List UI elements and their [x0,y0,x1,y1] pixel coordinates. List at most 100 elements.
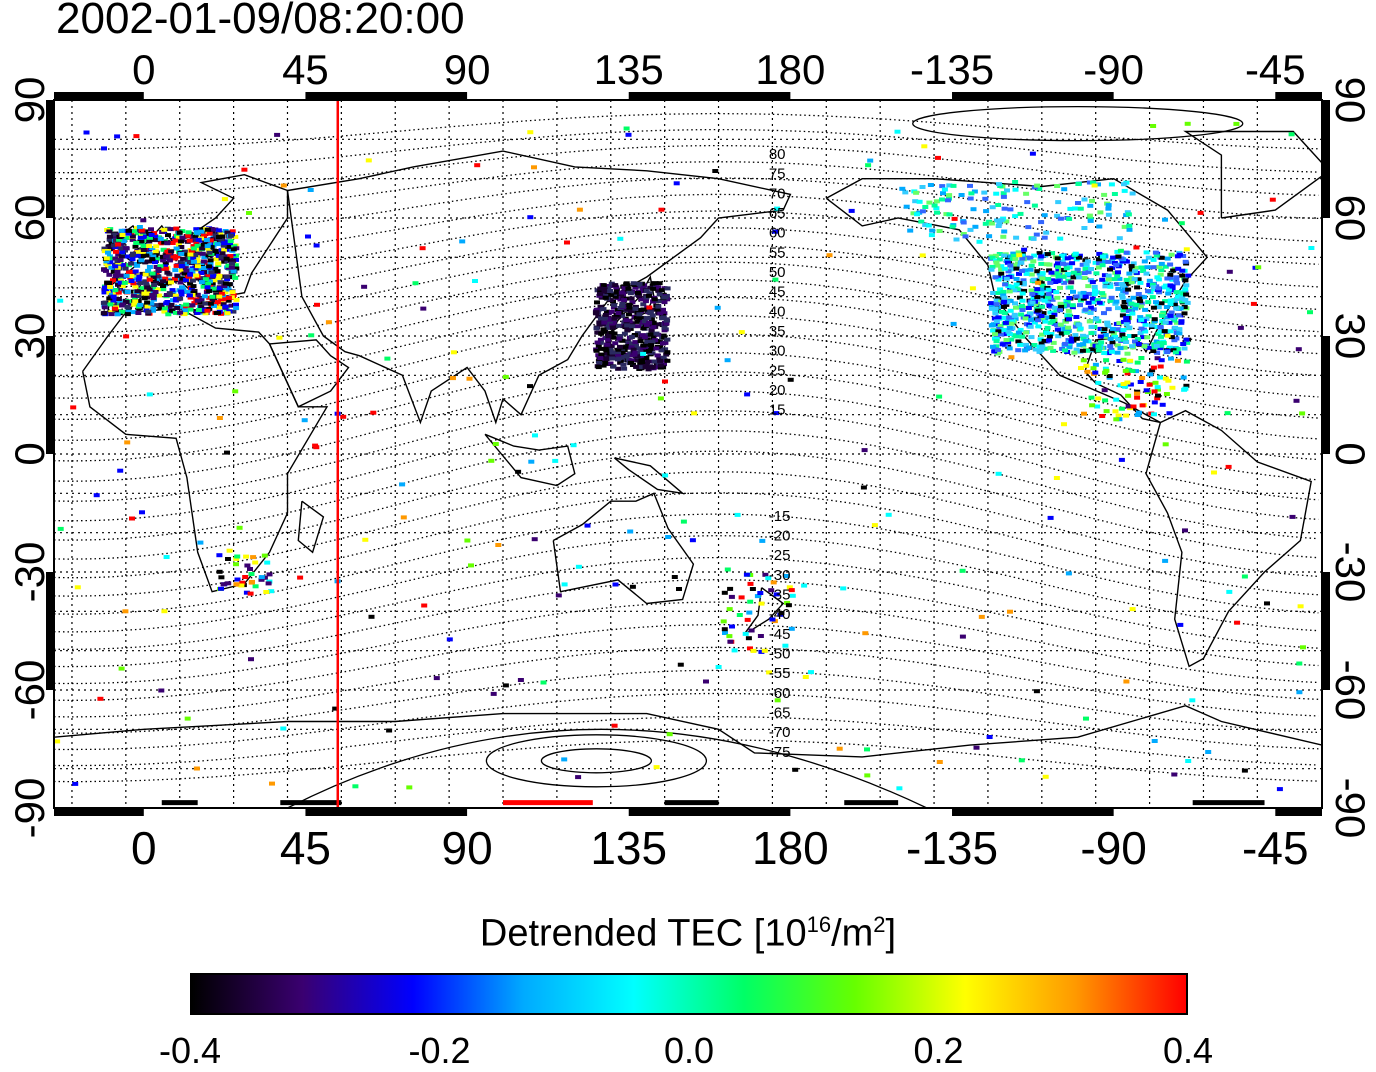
tec-pixel [632,358,639,363]
tec-pixel [209,294,216,299]
tec-pixel [173,263,180,268]
tec-pixel [657,396,664,401]
tec-pixel [459,239,466,244]
tec-pixel [1166,345,1173,350]
tec-pixel [206,231,213,236]
tec-pixel [187,260,193,265]
tec-pixel [584,523,591,528]
tec-pixel [1002,320,1009,325]
tec-pixel [864,773,871,778]
tec-pixel [657,356,664,361]
tec-pixel [144,285,151,290]
tec-pixel [639,333,646,338]
tec-pixel [212,233,219,238]
tec-pixel [594,300,600,305]
tec-pixel [660,307,666,312]
tec-pixel [633,364,640,369]
tec-pixel [648,328,655,333]
tec-pixel [1088,331,1095,336]
tec-pixel [1145,289,1152,294]
tec-pixel [933,206,940,211]
tec-pixel [218,289,225,293]
tec-pixel [731,648,738,653]
tec-pixel [1159,313,1166,318]
tec-pixel [157,241,164,246]
tec-pixel [384,356,391,361]
tec-pixel [662,379,668,384]
tec-pixel [1023,191,1030,196]
tec-pixel [951,216,958,221]
tec-pixel [871,523,878,528]
tec-pixel [1126,227,1133,232]
tec-pixel [225,581,232,586]
frame-bar-bottom [952,808,1114,816]
tec-pixel [998,271,1005,276]
tec-pixel [123,236,130,240]
tec-pixel [617,344,623,349]
tec-pixel [676,587,682,591]
tec-pixel [826,253,833,258]
tec-pixel [726,607,733,612]
tec-pixel [635,290,641,295]
tec-pixel [969,286,976,291]
tec-pixel [230,293,237,297]
tec-pixel [1185,759,1192,763]
tec-pixel [946,183,953,188]
tec-pixel [597,304,604,309]
tec-pixel [958,193,965,197]
tec-pixel [1105,203,1112,208]
tec-pixel [1022,268,1029,273]
tec-pixel [1146,283,1153,287]
tec-pixel [466,376,473,381]
tec-pixel [218,575,225,580]
tec-pixel [1083,363,1090,368]
tec-pixel [1168,356,1174,361]
tec-pixel [224,450,230,455]
tec-pixel [1099,277,1106,282]
tec-pixel [125,231,132,236]
tec-pixel [187,307,194,312]
tec-pixel [117,258,124,263]
tec-pixel [214,269,221,274]
tec-pixel [224,311,231,316]
tec-pixel [179,304,185,309]
tec-pixel [162,266,169,271]
tec-pixel [664,318,671,323]
tec-pixel [1296,690,1303,695]
tec-pixel [1155,387,1161,392]
tec-pixel [936,229,943,233]
mag-lat-contour [54,296,1319,399]
tec-pixel [406,785,413,790]
tec-pixel [136,274,143,279]
tec-pixel [118,666,125,671]
tec-pixel [1126,223,1133,228]
tec-pixel [618,355,625,360]
tec-pixel [1013,266,1020,271]
tec-pixel [1151,389,1158,394]
tec-pixel [129,257,136,262]
tec-pixel [1121,224,1128,229]
tec-pixel [1046,334,1053,339]
tec-pixel [1143,250,1150,255]
tec-pixel [112,256,119,261]
tec-pixel [661,295,668,300]
tec-pixel [233,306,240,311]
tec-pixel [138,235,144,240]
tec-pixel [626,302,633,307]
tec-pixel [1179,268,1186,273]
tec-pixel [145,259,151,264]
tec-pixel [151,283,158,287]
tec-pixel [220,293,226,298]
tec-pixel [1182,278,1189,283]
tec-pixel [361,284,368,289]
tec-pixel [130,310,137,315]
tec-pixel [747,646,753,651]
tec-pixel [187,295,194,300]
tec-pixel [193,273,200,278]
tec-pixel [1105,259,1112,264]
lat-tick-left: 90 [6,77,53,124]
tec-pixel [1055,268,1062,273]
tec-pixel [1046,338,1052,343]
tec-pixel [128,261,135,266]
tec-pixel [208,270,215,275]
